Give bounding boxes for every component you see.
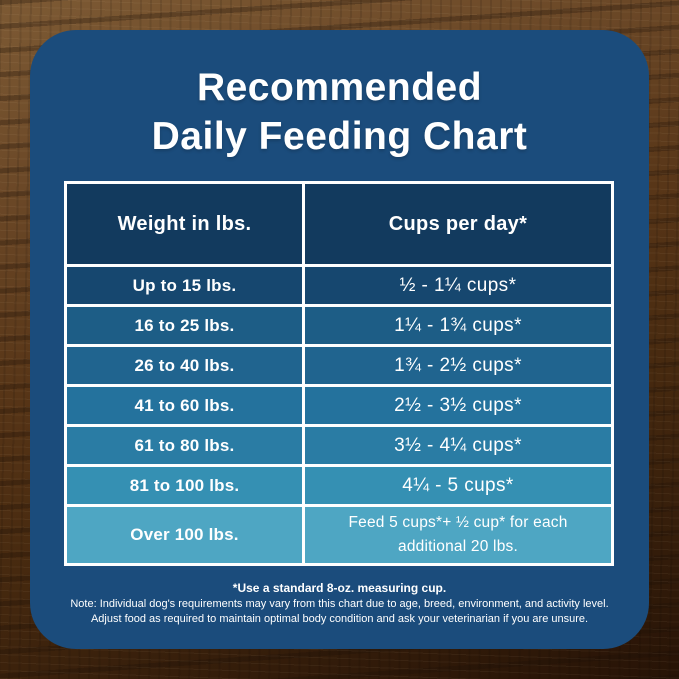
chart-title: Recommended Daily Feeding Chart [30,63,649,161]
column-header-cups: Cups per day* [305,184,611,264]
table-cell-weight: 61 to 80 lbs. [67,427,302,464]
table-cell-cups: 1¾ - 2½ cups* [305,347,611,384]
table-cell-weight: 41 to 60 lbs. [67,387,302,424]
footnote-note-line1: Note: Individual dog's requirements may … [70,598,609,610]
table-cell-cups: 3½ - 4¼ cups* [305,427,611,464]
chart-title-line1: Recommended [196,66,483,109]
table-cell-weight: Up to 15 lbs. [67,267,302,304]
feeding-chart-panel: Recommended Daily Feeding Chart Weight i… [30,30,649,649]
table-cell-cups: 4¼ - 5 cups* [305,467,611,504]
column-header-weight: Weight in lbs. [67,184,302,264]
table-cell-weight: 16 to 25 lbs. [67,307,302,344]
feeding-table: Weight in lbs. Cups per day* Up to 15 lb… [64,181,614,566]
footnote-measuring-cup: *Use a standard 8-oz. measuring cup. [232,581,447,595]
table-cell-cups: Feed 5 cups*+ ½ cup* for each additional… [305,507,611,563]
table-cell-cups: ½ - 1¼ cups* [305,267,611,304]
footnote-note-line2: Adjust food as required to maintain opti… [90,613,589,625]
footnotes: *Use a standard 8-oz. measuring cup. Not… [30,581,649,627]
table-cell-cups: 2½ - 3½ cups* [305,387,611,424]
table-cell-weight: 26 to 40 lbs. [67,347,302,384]
table-cell-weight: 81 to 100 lbs. [67,467,302,504]
chart-title-line2: Daily Feeding Chart [151,115,528,158]
table-cell-cups: 1¼ - 1¾ cups* [305,307,611,344]
table-cell-weight: Over 100 lbs. [67,507,302,563]
